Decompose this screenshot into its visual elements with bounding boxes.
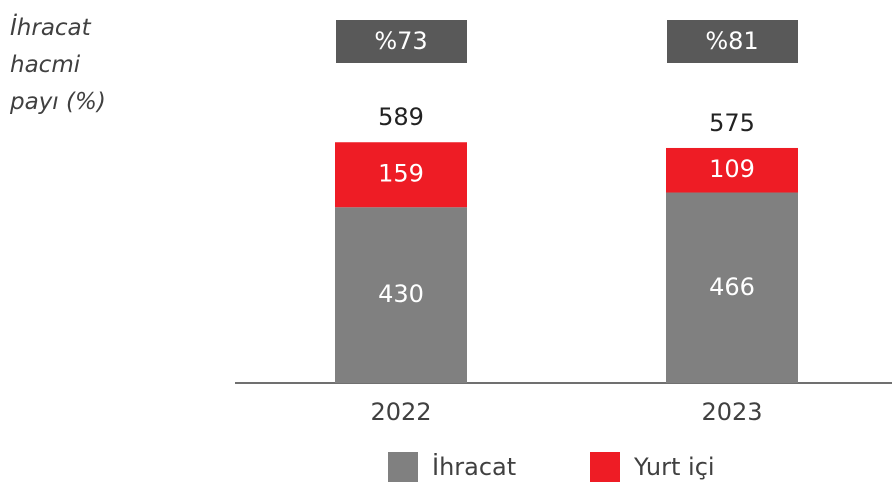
value-label: 466 [709,273,755,301]
x-tick-label: 2022 [370,398,431,426]
legend-swatch [590,452,620,482]
share-value: %73 [374,27,427,55]
share-value: %81 [705,27,758,55]
bar-segment [335,142,467,208]
bar-segment [335,207,467,383]
bar-segment [666,192,798,383]
value-label: 159 [378,160,424,188]
share-label: İhracat hacmi payı (%) [10,15,106,115]
bar-segment [666,147,798,193]
total-label: 575 [709,109,755,137]
share-box [336,20,467,63]
legend-swatch [388,452,418,482]
legend-label: Yurt içi [633,453,715,481]
value-label: 109 [709,155,755,183]
legend-label: İhracat [432,452,516,481]
value-label: 430 [378,280,424,308]
total-label: 589 [378,103,424,131]
share-box [667,20,798,63]
x-tick-label: 2023 [701,398,762,426]
